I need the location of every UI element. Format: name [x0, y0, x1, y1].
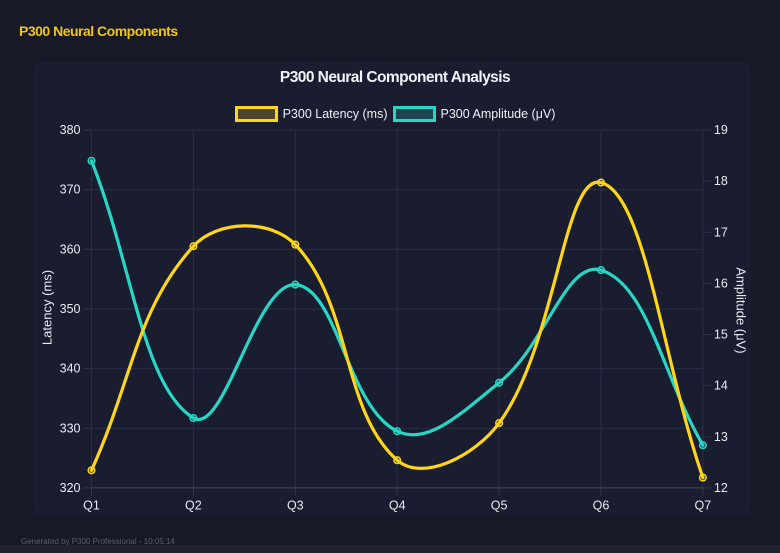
svg-text:350: 350 [60, 302, 81, 316]
svg-text:Q1: Q1 [83, 499, 100, 513]
svg-text:380: 380 [60, 123, 81, 137]
svg-text:Q4: Q4 [389, 499, 406, 513]
svg-text:Q2: Q2 [185, 499, 202, 513]
svg-text:Q5: Q5 [491, 499, 508, 513]
svg-text:13: 13 [714, 430, 728, 444]
svg-text:340: 340 [60, 362, 81, 376]
svg-text:370: 370 [60, 183, 81, 197]
svg-text:Q6: Q6 [593, 499, 610, 513]
svg-text:19: 19 [714, 123, 728, 137]
svg-text:15: 15 [714, 328, 728, 342]
svg-text:18: 18 [714, 174, 728, 188]
svg-text:14: 14 [714, 379, 728, 393]
svg-text:320: 320 [60, 481, 81, 495]
svg-text:Q3: Q3 [287, 499, 304, 513]
svg-text:330: 330 [60, 421, 81, 435]
svg-text:16: 16 [714, 276, 728, 290]
svg-text:Q7: Q7 [695, 499, 712, 513]
svg-text:17: 17 [714, 225, 728, 239]
svg-text:360: 360 [60, 242, 81, 256]
svg-text:12: 12 [714, 481, 728, 495]
